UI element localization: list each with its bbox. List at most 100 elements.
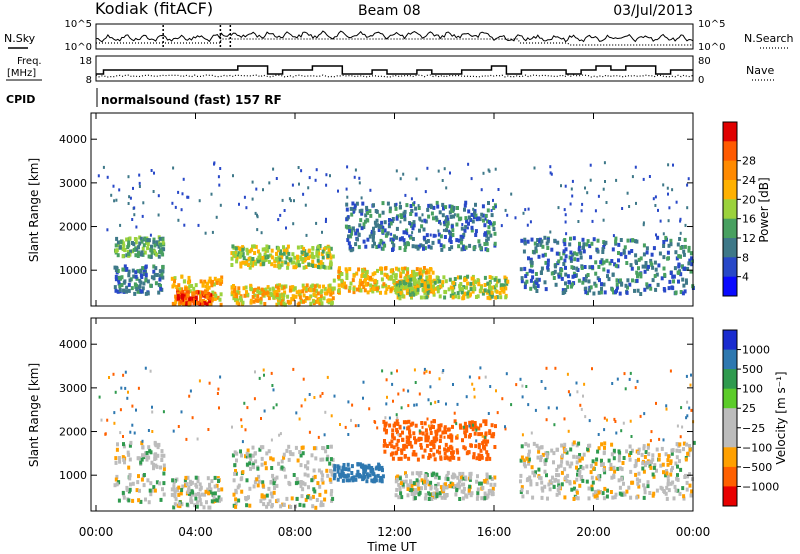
rti-cell bbox=[146, 246, 150, 251]
rti-cell bbox=[594, 260, 598, 265]
rti-cell bbox=[251, 462, 255, 467]
rti-cell bbox=[527, 457, 531, 462]
rti-cell bbox=[360, 211, 364, 216]
rti-cell bbox=[529, 278, 533, 283]
rti-cell bbox=[445, 215, 449, 220]
rti-cell bbox=[407, 404, 410, 408]
rti-cell bbox=[436, 482, 440, 487]
rti-cell bbox=[272, 295, 276, 300]
rti-cell bbox=[438, 491, 442, 496]
rti-cell bbox=[125, 253, 129, 258]
rti-cell bbox=[304, 265, 308, 269]
rti-cell bbox=[307, 186, 310, 190]
rti-cell bbox=[268, 287, 272, 292]
rti-cell bbox=[238, 295, 242, 300]
rti-cell bbox=[526, 477, 530, 481]
rti-cell bbox=[523, 266, 527, 271]
rti-cell bbox=[157, 213, 160, 217]
rti-cell bbox=[282, 301, 286, 306]
rti-cell bbox=[128, 476, 132, 481]
rti-cell bbox=[421, 244, 425, 249]
rti-cell bbox=[428, 275, 432, 280]
rti-cell bbox=[679, 217, 682, 221]
rti-cell bbox=[318, 244, 322, 248]
rti-cell bbox=[390, 439, 394, 444]
rti-cell bbox=[354, 424, 357, 428]
rti-cell bbox=[410, 444, 414, 449]
rti-cell bbox=[576, 390, 579, 394]
rti-cell bbox=[587, 486, 591, 491]
rti-cell bbox=[170, 492, 174, 497]
rti-cell bbox=[131, 218, 134, 221]
rti-cell bbox=[587, 279, 591, 284]
rti-cell bbox=[265, 244, 269, 249]
rti-cell bbox=[427, 398, 430, 402]
rti-cell bbox=[349, 206, 353, 211]
rti-cell bbox=[436, 279, 439, 284]
rti-cell bbox=[391, 217, 395, 221]
rti-cell bbox=[622, 456, 626, 460]
rti-cell bbox=[481, 213, 485, 218]
rti-cell bbox=[467, 488, 471, 493]
rti-cell bbox=[327, 298, 331, 303]
rti-cell bbox=[126, 396, 129, 400]
rti-cell bbox=[154, 452, 158, 457]
rti-cell bbox=[443, 451, 447, 456]
rti-cell bbox=[284, 260, 288, 265]
rti-cell bbox=[309, 301, 313, 306]
nave-tick-bottom: 0 bbox=[698, 75, 704, 86]
rti-cell bbox=[180, 274, 184, 279]
rti-cell bbox=[437, 400, 440, 403]
rti-cell bbox=[269, 480, 273, 484]
rti-cell bbox=[485, 474, 489, 479]
rti-cell bbox=[366, 281, 370, 286]
rti-cell bbox=[184, 475, 188, 480]
rti-cell bbox=[424, 492, 428, 497]
rti-cell bbox=[526, 239, 530, 244]
rti-cell bbox=[280, 459, 284, 464]
rti-cell bbox=[290, 285, 294, 290]
rti-cell bbox=[657, 453, 661, 458]
rti-cell bbox=[602, 450, 606, 455]
rti-cell bbox=[662, 470, 665, 475]
rti-cell bbox=[278, 257, 282, 262]
rti-cell bbox=[241, 245, 245, 250]
rti-cell bbox=[215, 280, 219, 285]
rti-cell bbox=[188, 284, 192, 289]
rti-cell bbox=[461, 471, 465, 476]
rti-cell bbox=[456, 484, 460, 488]
rti-cell bbox=[497, 278, 501, 283]
rti-cell bbox=[407, 275, 411, 279]
rti-cell bbox=[312, 299, 316, 304]
rti-cell bbox=[113, 199, 116, 203]
rti-cell bbox=[544, 386, 547, 390]
rti-cell bbox=[397, 482, 401, 487]
rti-cell bbox=[153, 272, 157, 277]
rti-cell bbox=[684, 457, 688, 462]
nsearch-tick-bottom: 10^0 bbox=[698, 42, 725, 53]
rti-cell bbox=[688, 406, 691, 410]
rti-cell bbox=[530, 260, 534, 265]
rti-cell bbox=[267, 449, 271, 454]
rti-cell bbox=[365, 472, 369, 477]
rti-cell bbox=[218, 498, 221, 503]
rti-cell bbox=[398, 433, 402, 438]
rti-cell bbox=[146, 455, 149, 460]
rti-cell bbox=[399, 491, 403, 496]
rti-cell bbox=[649, 439, 652, 443]
rti-cell bbox=[466, 281, 470, 286]
rti-cell bbox=[151, 430, 154, 433]
rti-cell bbox=[443, 447, 447, 452]
rti-cell bbox=[237, 302, 241, 307]
rti-cell bbox=[173, 301, 177, 306]
rti-cell bbox=[588, 244, 592, 249]
rti-cell bbox=[492, 227, 496, 231]
rti-cell bbox=[591, 480, 595, 485]
rti-cell bbox=[192, 301, 196, 306]
rti-cell bbox=[190, 480, 194, 485]
rti-cell bbox=[685, 487, 689, 492]
rti-cell bbox=[208, 482, 211, 487]
rti-cell bbox=[620, 492, 624, 497]
rti-cell bbox=[484, 247, 488, 252]
